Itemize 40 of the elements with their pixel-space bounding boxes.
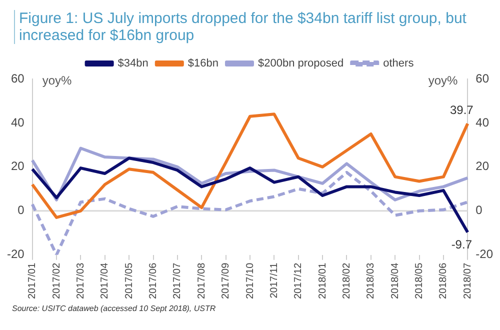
x-tick-label: 2017/04 <box>100 262 111 300</box>
source-note: Source: USITC dataweb (accessed 10 Sept 2018), USTR <box>12 304 216 313</box>
x-tick-label: 2017/03 <box>75 262 86 300</box>
x-tick-label: 2017/10 <box>244 262 256 300</box>
y2-tick-label: 60 <box>476 71 490 86</box>
line-series <box>30 170 470 255</box>
y-tick-label: 40 <box>10 115 25 130</box>
legend-label: $200bn proposed <box>258 58 344 70</box>
x-tick-label: 2017/09 <box>220 262 232 300</box>
chart-title: Figure 1: US July imports dropped for the $34bn tariff list group, but increased for $16bn group <box>14 10 489 44</box>
x-tick-label: 2018/02 <box>341 262 352 300</box>
y2-tick-label: -20 <box>476 247 494 262</box>
x-tick-label: 2017/01 <box>27 262 38 300</box>
x-tick-label: 2018/01 <box>317 262 328 300</box>
legend-label: $34bn <box>118 58 148 70</box>
x-tick-label: 2018/03 <box>366 262 377 300</box>
x-tick-label: 2017/07 <box>172 262 184 300</box>
y-tick-label: 0 <box>18 203 25 218</box>
x-tick-label: 2018/06 <box>438 262 450 300</box>
x-tick-label: 2017/12 <box>293 262 304 300</box>
x-tick-label: 2018/05 <box>414 262 426 300</box>
data-label: -9.7 <box>451 238 472 252</box>
x-tick-label: 2018/04 <box>390 262 401 300</box>
y2-tick-label: 20 <box>476 159 490 174</box>
y-tick-label: 20 <box>10 159 25 174</box>
x-tick-label: 2017/05 <box>124 262 135 300</box>
x-tick-label: 2018/07 <box>462 262 474 300</box>
y-tick-label: -20 <box>7 247 25 262</box>
x-tick-label: 2017/08 <box>196 262 208 300</box>
y2-tick-label: 40 <box>476 115 490 130</box>
y2-axis-title: yoy% <box>428 73 458 88</box>
data-label: 39.7 <box>450 102 474 117</box>
x-tick-label: 2017/11 <box>268 262 280 298</box>
x-tick-label: 2017/02 <box>51 262 62 300</box>
y-axis-title: yoy% <box>42 73 72 88</box>
y2-tick-label: 0 <box>476 203 483 218</box>
legend-label: $16bn <box>188 58 218 70</box>
y-tick-label: 60 <box>10 71 25 86</box>
x-tick-label: 2017/06 <box>148 262 160 300</box>
legend-label: others <box>383 58 414 70</box>
